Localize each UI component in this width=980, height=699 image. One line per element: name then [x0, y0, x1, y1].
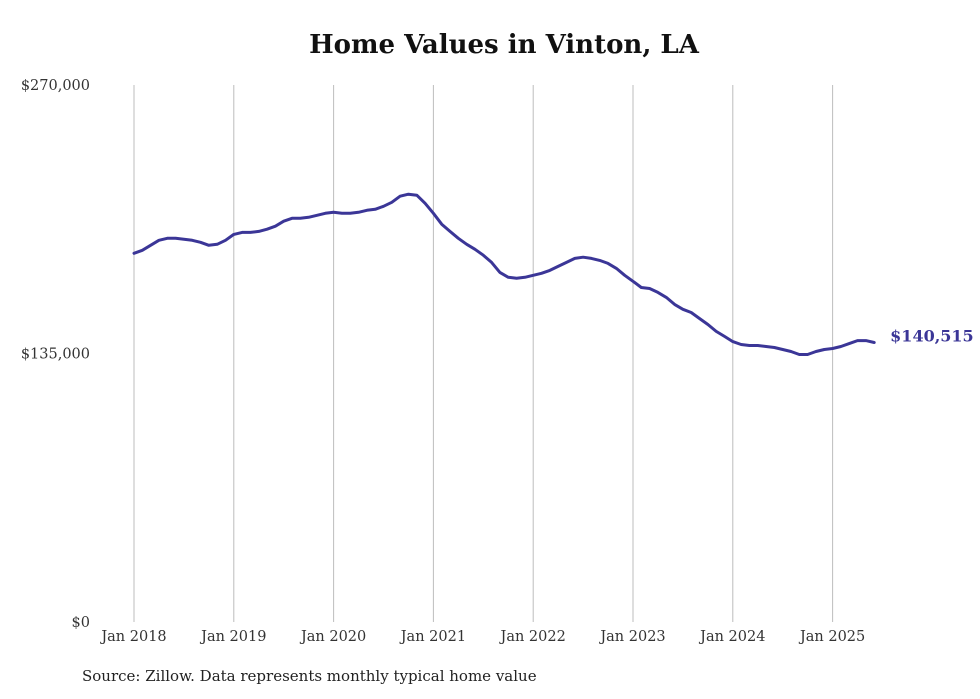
end-value-label: $140,515 — [890, 327, 974, 346]
y-tick-label: $0 — [72, 615, 90, 631]
x-tick-label: Jan 2023 — [598, 629, 665, 645]
x-tick-label: Jan 2020 — [299, 629, 366, 645]
y-tick-label: $270,000 — [21, 78, 90, 94]
x-tick-label: Jan 2019 — [199, 629, 266, 645]
x-tick-label: Jan 2021 — [399, 629, 466, 645]
x-tick-label: Jan 2018 — [99, 629, 166, 645]
home-value-line — [132, 192, 876, 356]
x-tick-label: Jan 2022 — [499, 629, 566, 645]
source-note: Source: Zillow. Data represents monthly … — [82, 667, 537, 685]
y-tick-label: $135,000 — [21, 347, 90, 363]
x-tick-label: Jan 2024 — [698, 629, 765, 645]
x-tick-label: Jan 2025 — [798, 629, 865, 645]
chart-title: Home Values in Vinton, LA — [309, 30, 699, 60]
